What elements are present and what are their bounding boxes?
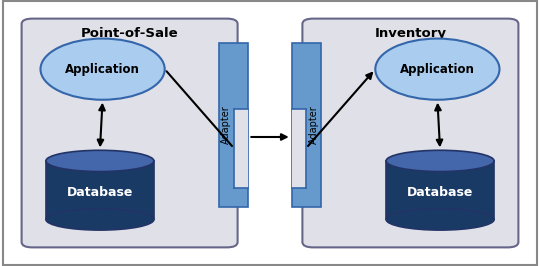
- Bar: [219, 43, 248, 207]
- Text: Inventory: Inventory: [374, 27, 447, 40]
- Bar: [234, 109, 248, 188]
- Text: Adapter: Adapter: [309, 106, 319, 144]
- Ellipse shape: [386, 209, 494, 230]
- Text: Database: Database: [67, 186, 133, 199]
- Text: Database: Database: [407, 186, 473, 199]
- Ellipse shape: [46, 209, 154, 230]
- FancyBboxPatch shape: [22, 19, 238, 247]
- Ellipse shape: [375, 39, 500, 100]
- Text: Application: Application: [400, 63, 475, 76]
- Text: Adapter: Adapter: [221, 106, 231, 144]
- Bar: [386, 161, 494, 219]
- Ellipse shape: [40, 39, 165, 100]
- FancyBboxPatch shape: [302, 19, 518, 247]
- Ellipse shape: [46, 150, 154, 172]
- Bar: [292, 43, 321, 207]
- Text: Point-of-Sale: Point-of-Sale: [81, 27, 178, 40]
- Ellipse shape: [386, 150, 494, 172]
- Bar: [46, 161, 154, 219]
- Bar: [292, 109, 306, 188]
- Text: Application: Application: [65, 63, 140, 76]
